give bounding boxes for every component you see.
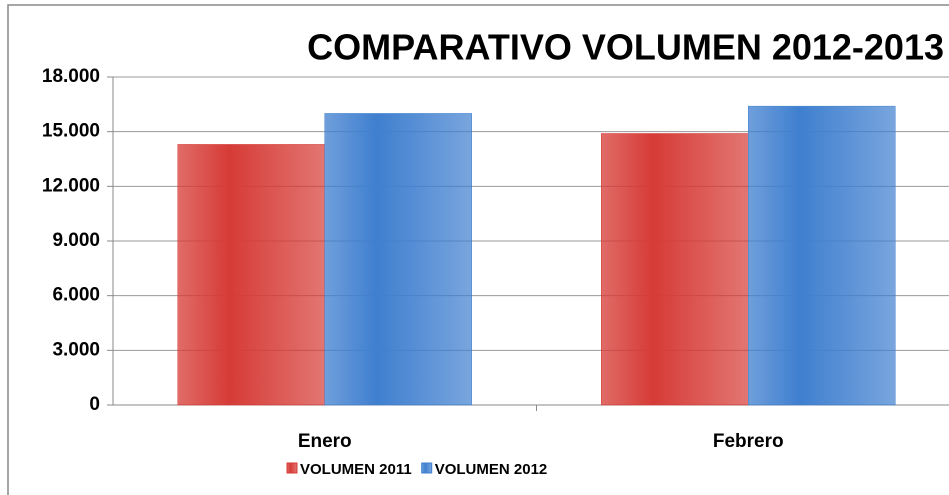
x-tick-label: Febrero (713, 431, 784, 452)
x-tick-label: Enero (298, 431, 352, 452)
legend-label: VOLUMEN 2012 (435, 461, 548, 478)
legend-label: VOLUMEN 2011 (300, 461, 412, 478)
y-tick-label: 18.000 (42, 66, 100, 87)
bar (601, 133, 749, 406)
y-tick-label: 9.000 (52, 230, 100, 251)
legend-swatch (286, 462, 298, 474)
bar (177, 144, 325, 406)
y-tick-label: 12.000 (42, 175, 100, 196)
y-tick-label: 0 (89, 394, 100, 415)
y-tick-label: 3.000 (52, 339, 100, 360)
legend-swatch (421, 462, 433, 474)
bar (324, 113, 472, 406)
y-tick-label: 6.000 (52, 285, 100, 306)
y-tick-label: 15.000 (42, 121, 100, 142)
chart-title: COMPARATIVO VOLUMEN 2012-2013 (307, 27, 944, 68)
bar (748, 105, 896, 406)
